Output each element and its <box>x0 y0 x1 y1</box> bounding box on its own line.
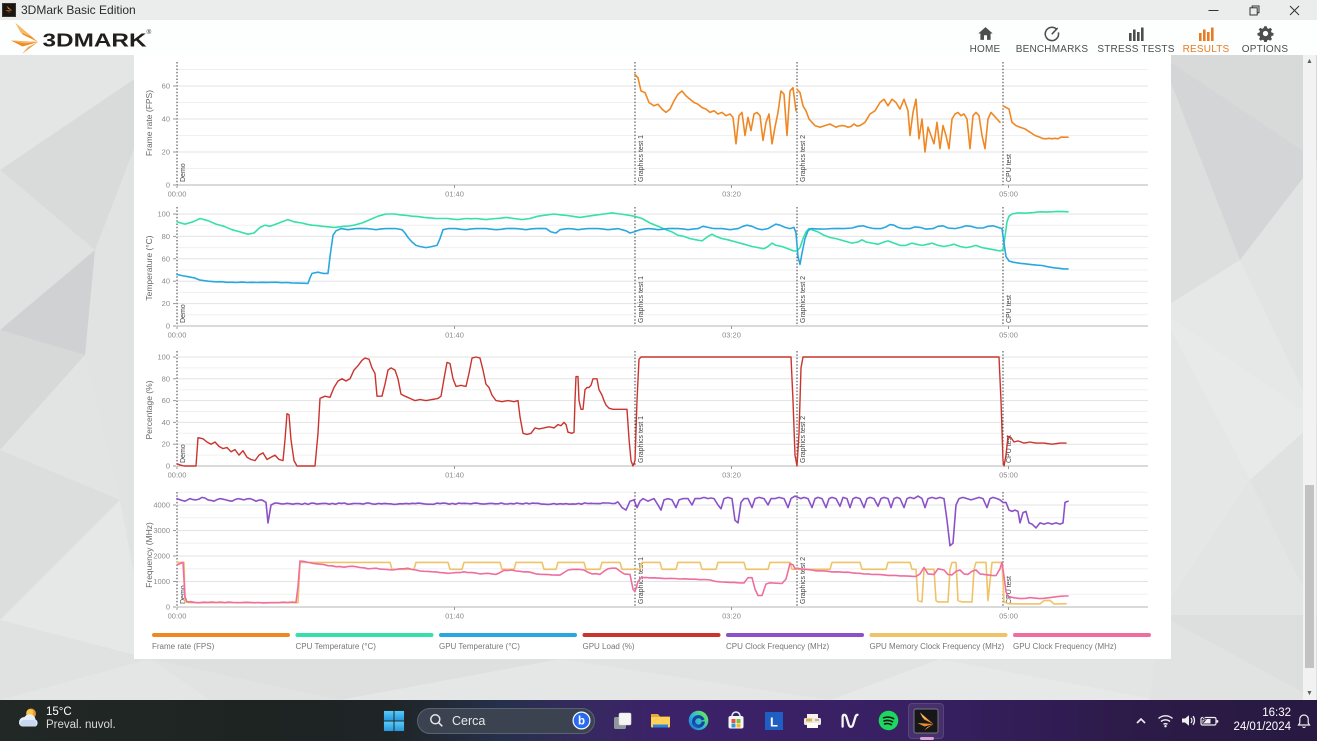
svg-text:Frequency (MHz): Frequency (MHz) <box>144 522 154 588</box>
svg-text:20: 20 <box>162 440 170 449</box>
svg-text:03:20: 03:20 <box>722 331 741 340</box>
svg-text:2000: 2000 <box>153 552 170 561</box>
svg-text:01:40: 01:40 <box>445 612 464 621</box>
svg-text:Graphics test 2: Graphics test 2 <box>800 416 807 463</box>
svg-text:GPU Load (%): GPU Load (%) <box>583 642 635 651</box>
svg-text:20: 20 <box>162 299 170 308</box>
svg-text:1000: 1000 <box>153 577 170 586</box>
svg-text:40: 40 <box>162 115 170 124</box>
svg-text:Graphics test 1: Graphics test 1 <box>638 276 645 323</box>
svg-text:CPU Clock Frequency (MHz): CPU Clock Frequency (MHz) <box>726 642 829 651</box>
svg-text:GPU Temperature (°C): GPU Temperature (°C) <box>439 642 520 651</box>
svg-text:00:00: 00:00 <box>168 612 187 621</box>
svg-text:4000: 4000 <box>153 501 170 510</box>
svg-text:40: 40 <box>162 277 170 286</box>
svg-text:01:40: 01:40 <box>445 190 464 199</box>
svg-text:Demo: Demo <box>180 163 187 182</box>
svg-text:100: 100 <box>157 353 170 362</box>
svg-text:05:00: 05:00 <box>999 471 1018 480</box>
svg-text:0: 0 <box>166 181 170 190</box>
svg-text:80: 80 <box>162 374 170 383</box>
svg-text:Demo: Demo <box>180 444 187 463</box>
svg-text:05:00: 05:00 <box>999 612 1018 621</box>
svg-text:®: ® <box>147 28 152 36</box>
svg-text:03:20: 03:20 <box>722 190 741 199</box>
svg-text:00:00: 00:00 <box>168 190 187 199</box>
svg-text:Percentage (%): Percentage (%) <box>144 380 154 439</box>
svg-text:Graphics test 2: Graphics test 2 <box>800 135 807 182</box>
svg-text:CPU Temperature (°C): CPU Temperature (°C) <box>296 642 377 651</box>
svg-text:01:40: 01:40 <box>445 471 464 480</box>
svg-text:03:20: 03:20 <box>722 612 741 621</box>
svg-text:Frame rate (FPS): Frame rate (FPS) <box>152 642 215 651</box>
svg-text:CPU test: CPU test <box>1006 295 1013 323</box>
svg-text:Graphics test 1: Graphics test 1 <box>638 416 645 463</box>
svg-text:05:00: 05:00 <box>999 190 1018 199</box>
svg-text:0: 0 <box>166 322 170 331</box>
svg-text:Frame rate (FPS): Frame rate (FPS) <box>144 90 154 156</box>
svg-text:GPU Clock Frequency (MHz): GPU Clock Frequency (MHz) <box>1013 642 1117 651</box>
svg-text:b: b <box>578 716 585 728</box>
svg-text:3000: 3000 <box>153 526 170 535</box>
svg-text:CPU test: CPU test <box>1006 435 1013 463</box>
svg-text:Graphics test 1: Graphics test 1 <box>638 135 645 182</box>
svg-text:Temperature (°C): Temperature (°C) <box>144 235 154 300</box>
svg-text:Graphics test 2: Graphics test 2 <box>800 557 807 604</box>
svg-text:GPU Memory Clock Frequency (MH: GPU Memory Clock Frequency (MHz) <box>870 642 1005 651</box>
svg-text:Graphics test 1: Graphics test 1 <box>638 557 645 604</box>
svg-text:CPU test: CPU test <box>1006 154 1013 182</box>
svg-text:Demo: Demo <box>180 304 187 323</box>
svg-text:0: 0 <box>166 603 170 612</box>
svg-text:60: 60 <box>162 254 170 263</box>
svg-text:L: L <box>770 714 778 729</box>
svg-text:3DMARK: 3DMARK <box>43 30 148 51</box>
svg-text:Demo: Demo <box>180 585 187 604</box>
svg-text:03:20: 03:20 <box>722 471 741 480</box>
svg-text:Graphics test 2: Graphics test 2 <box>800 276 807 323</box>
svg-text:40: 40 <box>162 418 170 427</box>
svg-text:05:00: 05:00 <box>999 331 1018 340</box>
svg-text:100: 100 <box>157 210 170 219</box>
svg-text:CPU test: CPU test <box>1006 576 1013 604</box>
svg-text:0: 0 <box>166 462 170 471</box>
svg-text:00:00: 00:00 <box>168 471 187 480</box>
svg-text:20: 20 <box>162 148 170 157</box>
svg-text:01:40: 01:40 <box>445 331 464 340</box>
svg-text:60: 60 <box>162 396 170 405</box>
svg-text:60: 60 <box>162 82 170 91</box>
svg-text:80: 80 <box>162 232 170 241</box>
svg-text:00:00: 00:00 <box>168 331 187 340</box>
